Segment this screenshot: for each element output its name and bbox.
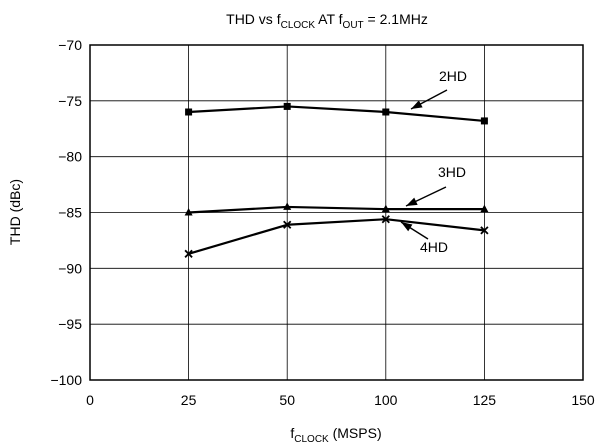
marker-4hd [184,249,193,258]
x-axis-ticks: 0 25 50 100 125 150 [86,392,595,408]
x-axis-label-sub: CLOCK [294,434,329,445]
x-tick-label: 25 [181,392,197,408]
y-tick-label: −85 [58,205,82,221]
marker-2hd [185,108,193,116]
y-tick-label: −70 [58,37,82,53]
chart-title-sub-out: OUT [343,20,364,31]
x-tick-label: 0 [86,392,94,408]
marker-3hd [381,204,390,213]
y-axis-label: THD (dBc) [7,179,23,245]
x-axis-label: fCLOCK (MSPS) [290,425,381,445]
y-tick-label: −100 [50,372,82,388]
chart-title-suffix: = 2.1MHz [364,11,428,27]
chart-title-sub-clock: CLOCK [281,20,316,31]
arrowhead-2hd [411,100,423,109]
x-axis-label-rest: (MSPS) [329,425,382,441]
series-line-2hd [188,105,485,123]
series-label-3hd: 3HD [438,164,466,180]
arrowhead-4hd [401,222,413,232]
chart-title: THD vs fCLOCK AT fOUT = 2.1MHz [226,11,428,31]
chart-title-prefix: THD vs f [226,11,281,27]
series-line-4hd [188,218,485,255]
x-tick-label: 100 [374,392,398,408]
marker-4hd [480,226,489,235]
arrowhead-3hd [406,197,418,206]
chart-title-middle: AT f [315,11,343,27]
marker-3hd [184,208,193,216]
grid-lines [90,45,583,380]
marker-4hd [381,215,390,224]
y-tick-label: −95 [58,316,82,332]
marker-2hd [382,108,390,116]
y-tick-label: −80 [58,149,82,165]
x-tick-label: 125 [473,392,497,408]
series-annotations: 2HD 3HD 4HD [400,68,467,255]
series-label-4hd: 4HD [420,239,448,255]
y-tick-label: −75 [58,93,82,109]
y-tick-label: −90 [58,260,82,276]
series-line-3hd [188,205,485,214]
series-group [184,102,489,258]
plot-frame [89,44,584,381]
x-axis-label-main: f [290,425,294,441]
series-label-2hd: 2HD [439,68,467,84]
marker-2hd [480,117,488,125]
marker-3hd [480,204,489,213]
marker-3hd [283,202,292,210]
x-tick-label: 150 [571,392,595,408]
marker-2hd [283,102,291,110]
y-axis-ticks: −70 −75 −80 −85 −90 −95 −100 [50,37,82,388]
marker-4hd [283,220,292,229]
x-tick-label: 50 [279,392,295,408]
